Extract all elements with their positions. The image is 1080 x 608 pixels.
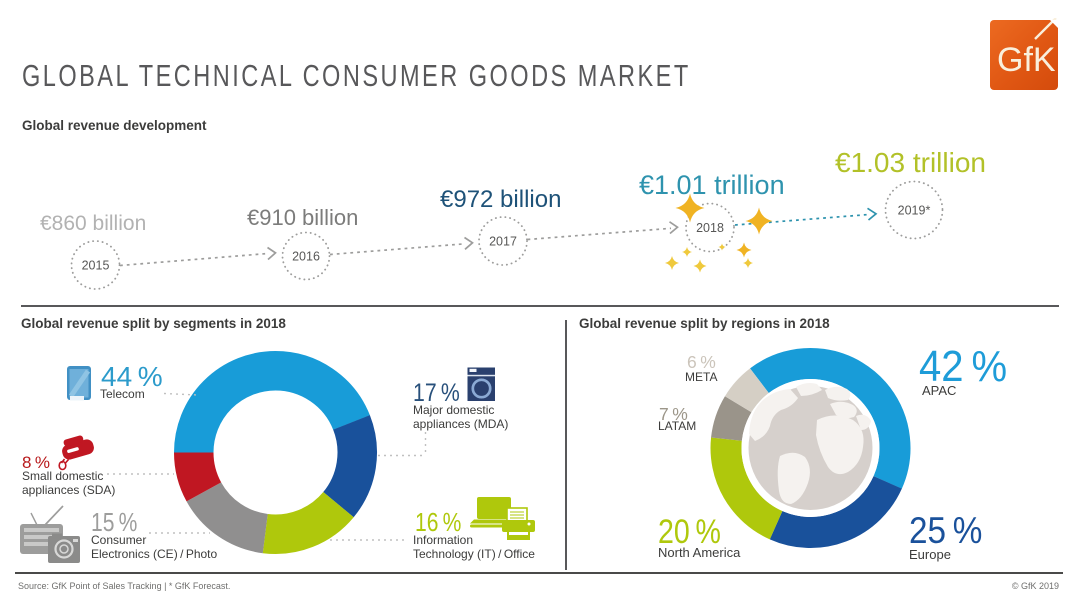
svg-text:2015: 2015 (82, 259, 110, 273)
svg-text:GfK: GfK (997, 41, 1056, 79)
svg-text:2016: 2016 (292, 250, 320, 264)
svg-text:2017: 2017 (489, 235, 517, 249)
svg-text:2019*: 2019* (898, 204, 931, 218)
svg-text:2018: 2018 (696, 221, 724, 235)
